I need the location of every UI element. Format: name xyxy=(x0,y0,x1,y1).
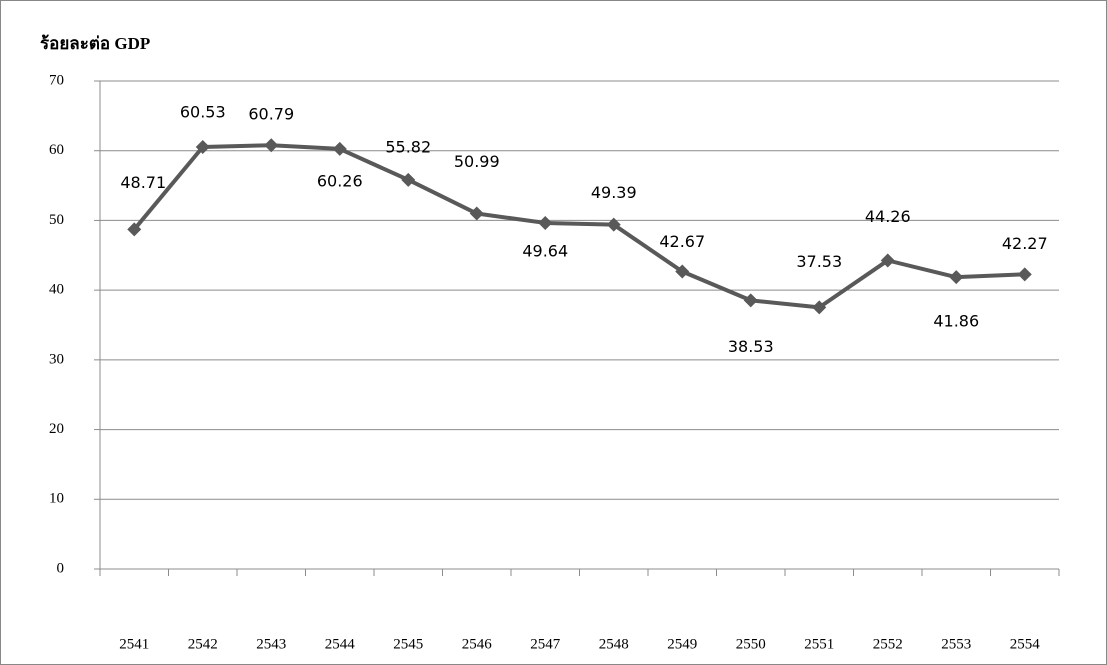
data-marker xyxy=(949,270,964,285)
x-tick-label: 2542 xyxy=(188,636,218,652)
data-label: 38.53 xyxy=(728,337,774,356)
data-marker xyxy=(195,140,210,155)
data-label: 60.79 xyxy=(248,105,294,124)
x-tick-label: 2553 xyxy=(941,636,971,652)
x-tick-label: 2549 xyxy=(667,636,697,652)
data-marker xyxy=(812,300,827,315)
data-label: 41.86 xyxy=(933,312,979,331)
x-tick-label: 2548 xyxy=(599,636,629,652)
x-tick-label: 2550 xyxy=(736,636,766,652)
data-label: 48.71 xyxy=(120,173,166,192)
x-tick-label: 2545 xyxy=(393,636,423,652)
data-marker xyxy=(469,206,484,221)
y-tick-label: 50 xyxy=(49,212,64,228)
y-tick-label: 30 xyxy=(49,351,64,367)
data-label: 49.64 xyxy=(522,241,568,260)
x-tick-label: 2554 xyxy=(1010,636,1041,652)
data-label: 49.39 xyxy=(591,183,637,202)
data-marker xyxy=(743,293,758,308)
data-label: 44.26 xyxy=(865,207,911,226)
x-tick-label: 2543 xyxy=(256,636,286,652)
y-tick-label: 60 xyxy=(49,142,64,158)
data-marker xyxy=(1017,267,1032,282)
y-axis-title: ร้อยละต่อ GDP xyxy=(40,34,150,53)
data-label: 37.53 xyxy=(796,252,842,271)
data-marker xyxy=(675,264,690,279)
x-tick-label: 2541 xyxy=(119,636,149,652)
y-tick-label: 20 xyxy=(49,421,64,437)
data-line xyxy=(132,143,1025,310)
data-label: 55.82 xyxy=(385,137,431,156)
x-tick-label: 2552 xyxy=(873,636,903,652)
data-label: 50.99 xyxy=(454,152,500,171)
y-tick-label: 70 xyxy=(49,72,64,88)
y-tick-label: 0 xyxy=(57,560,65,576)
data-label: 42.67 xyxy=(659,232,705,251)
data-marker xyxy=(332,141,347,156)
y-tick-label: 40 xyxy=(49,282,64,298)
x-tick-label: 2551 xyxy=(804,636,834,652)
data-marker xyxy=(127,222,142,237)
data-label: 60.53 xyxy=(180,103,226,122)
data-marker xyxy=(401,172,416,187)
x-tick-label: 2544 xyxy=(325,636,356,652)
x-tick-label: 2546 xyxy=(462,636,493,652)
data-marker xyxy=(538,215,553,230)
x-tick-label: 2547 xyxy=(530,636,561,652)
y-tick-label: 10 xyxy=(49,491,64,507)
data-marker xyxy=(880,253,895,268)
data-marker xyxy=(264,138,279,153)
data-label: 42.27 xyxy=(1002,234,1048,253)
data-label: 60.26 xyxy=(317,171,363,190)
data-marker xyxy=(606,217,621,232)
